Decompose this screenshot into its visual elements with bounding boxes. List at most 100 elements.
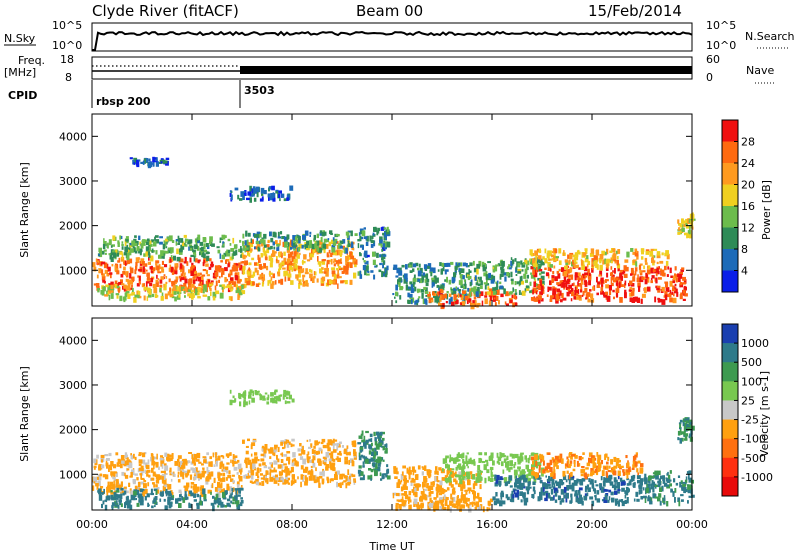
scatter-cell	[345, 260, 348, 266]
scatter-cell	[146, 493, 150, 498]
time-axis-label: Time UT	[368, 540, 414, 553]
scatter-cell	[646, 487, 649, 492]
scatter-cell	[232, 400, 236, 403]
scatter-cell	[422, 272, 425, 276]
scatter-cell	[370, 457, 375, 462]
scatter-cell	[309, 256, 313, 260]
scatter-cell	[616, 285, 619, 289]
scatter-cell	[104, 504, 108, 511]
scatter-cell	[125, 291, 130, 294]
scatter-cell	[570, 497, 573, 503]
scatter-cell	[485, 274, 490, 280]
scatter-cell	[582, 290, 585, 296]
scatter-cell	[463, 466, 466, 470]
scatter-cell	[177, 455, 182, 459]
scatter-cell	[229, 243, 232, 246]
scatter-cell	[677, 273, 680, 277]
scatter-cell	[331, 462, 336, 466]
scatter-cell	[470, 287, 474, 292]
scatter-cell	[262, 239, 266, 245]
scatter-cell	[332, 237, 335, 242]
scatter-cell	[414, 487, 417, 493]
scatter-cell	[154, 496, 158, 501]
scatter-cell	[171, 288, 175, 294]
scatter-cell	[293, 258, 296, 264]
scatter-cell	[467, 265, 470, 268]
scatter-cell	[581, 501, 584, 506]
scatter-cell	[219, 292, 224, 299]
scatter-cell	[419, 497, 421, 502]
scatter-cell	[218, 279, 220, 283]
scatter-cell	[316, 476, 320, 483]
scatter-cell	[466, 474, 471, 480]
scatter-cell	[307, 451, 310, 455]
scatter-cell	[191, 458, 196, 464]
scatter-cell	[634, 461, 638, 467]
scatter-cell	[459, 506, 462, 512]
scatter-cell	[154, 293, 158, 298]
scatter-cell	[230, 493, 233, 499]
scatter-cell	[209, 456, 212, 460]
scatter-cell	[590, 479, 594, 485]
scatter-cell	[121, 241, 124, 244]
scatter-cell	[238, 392, 241, 399]
scatter-cell	[501, 461, 504, 467]
scatter-cell	[591, 261, 594, 267]
scatter-cell	[679, 283, 681, 288]
scatter-cell	[196, 276, 199, 279]
scatter-cell	[134, 269, 137, 275]
scatter-cell	[577, 498, 581, 501]
scatter-cell	[298, 267, 302, 274]
scatter-cell	[273, 460, 278, 465]
scatter-cell	[233, 244, 238, 249]
scatter-cell	[215, 493, 219, 498]
scatter-cell	[566, 461, 569, 468]
scatter-cell	[499, 281, 502, 285]
scatter-cell	[458, 262, 461, 266]
scatter-cell	[159, 241, 163, 245]
scatter-cell	[173, 473, 176, 477]
scatter-cell	[270, 283, 274, 289]
scatter-cell	[534, 454, 538, 460]
scatter-cell	[462, 275, 465, 280]
scatter-cell	[644, 498, 647, 503]
scatter-cell	[309, 273, 313, 279]
scatter-cell	[190, 461, 194, 465]
scatter-cell	[249, 480, 253, 483]
scatter-cell	[202, 489, 204, 495]
scatter-cell	[226, 502, 230, 507]
scatter-cell	[672, 285, 675, 290]
scatter-cell	[461, 466, 464, 472]
scatter-cell	[176, 291, 180, 295]
scatter-cell	[629, 280, 633, 285]
scatter-cell	[275, 399, 278, 404]
scatter-cell	[252, 440, 257, 443]
scatter-cell	[567, 458, 570, 464]
scatter-cell	[222, 287, 224, 293]
scatter-cell	[263, 274, 265, 281]
scatter-cell	[408, 293, 413, 298]
scatter-cell	[489, 466, 494, 470]
scatter-cell	[99, 251, 103, 258]
scatter-cell	[133, 247, 136, 253]
scatter-cell	[289, 185, 294, 191]
scatter-cell	[674, 288, 678, 294]
scatter-cell	[267, 193, 271, 198]
scatter-cell	[364, 255, 368, 258]
scatter-cell	[353, 259, 358, 265]
scatter-cell	[254, 456, 258, 460]
scatter-cell	[119, 501, 122, 505]
scatter-cell	[682, 483, 686, 487]
scatter-cell	[194, 271, 197, 275]
scatter-cell	[469, 281, 472, 287]
scatter-cell	[619, 272, 623, 279]
scatter-cell	[482, 506, 485, 513]
scatter-cell	[465, 503, 469, 507]
scatter-cell	[102, 286, 106, 292]
scatter-cell	[652, 486, 655, 493]
scatter-cell	[553, 252, 556, 259]
velocity-panel: 00:00 04:00 08:00 12:00 16:00 20:00 00:0010002…	[18, 317, 773, 531]
scatter-cell	[354, 264, 357, 268]
scatter-cell	[584, 257, 589, 263]
scatter-cell	[95, 258, 98, 262]
